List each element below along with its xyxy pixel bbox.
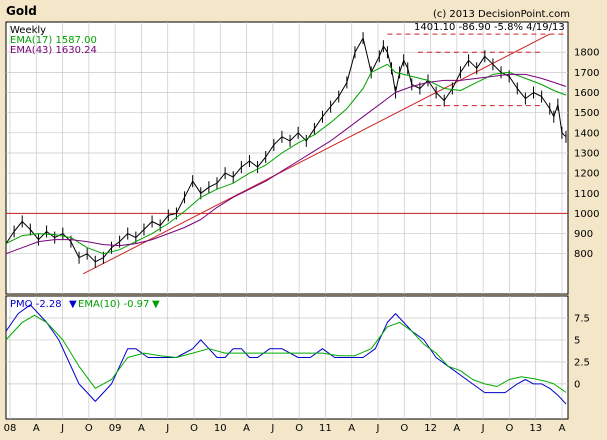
x-tick-label: O: [400, 423, 408, 434]
price-grid: [6, 22, 568, 294]
y-tick-label: 1800: [574, 48, 599, 59]
series-line-2: [5, 73, 567, 255]
y-tick-label: 800: [574, 249, 593, 260]
x-tick-label: O: [295, 423, 303, 434]
price-y-axis: 800 900 1000 1100 1200 1300 1400 1500 1600 1700 18…: [574, 48, 599, 260]
x-tick-label: A: [243, 423, 250, 434]
y-tick-label: 2.5: [574, 357, 590, 368]
x-tick-label: O: [85, 423, 93, 434]
pmo-legend: PMO -2.28: [10, 299, 62, 310]
trendline: [82, 33, 550, 275]
x-tick-label: O: [505, 423, 513, 434]
pmo-ema-down-arrow-icon: ▼: [152, 299, 160, 310]
x-tick-label: A: [348, 423, 355, 434]
x-tick-label: 13: [529, 423, 542, 434]
pmo-series-lines: [5, 304, 567, 405]
period-label: Weekly: [10, 25, 46, 36]
x-tick-label: 08: [4, 423, 17, 434]
y-tick-label: 1700: [574, 68, 599, 79]
ema17-legend: EMA(17) 1587.00: [10, 35, 97, 46]
pmo-down-arrow-icon: ▼: [69, 299, 77, 310]
price-series-lines: [5, 32, 567, 268]
quote-text: 1401.10 -86.90 -5.8% 4/19/13: [414, 22, 565, 33]
copyright-text: (c) 2013 DecisionPoint.com: [433, 9, 570, 20]
x-tick-label: J: [270, 423, 274, 434]
x-tick-label: 12: [424, 423, 437, 434]
x-tick-label: A: [559, 423, 566, 434]
ema43-legend: EMA(43) 1630.24: [10, 45, 97, 56]
y-tick-label: 900: [574, 229, 593, 240]
pmo-panel: [5, 295, 569, 420]
x-tick-label: J: [165, 423, 169, 434]
pmo-ema-legend: EMA(10) -0.97: [78, 299, 149, 310]
x-tick-label: A: [453, 423, 460, 434]
pmo-y-axis: 0 2.5 5 7.5: [574, 313, 590, 390]
series-line-0: [5, 304, 567, 405]
y-tick-label: 1500: [574, 108, 599, 119]
y-tick-label: 1600: [574, 88, 599, 99]
y-tick-label: 1000: [574, 209, 599, 220]
series-line-1: [5, 63, 567, 255]
y-tick-label: 0: [574, 379, 580, 390]
y-tick-label: 5: [574, 335, 580, 346]
y-tick-label: 1100: [574, 189, 599, 200]
x-tick-label: 11: [319, 423, 332, 434]
price-panel: [5, 21, 569, 295]
x-tick-label: O: [190, 423, 198, 434]
chart-title: Gold: [6, 4, 37, 18]
series-line-1: [5, 314, 567, 393]
x-tick-label: J: [60, 423, 64, 434]
x-tick-label: J: [376, 423, 380, 434]
y-tick-label: 1300: [574, 148, 599, 159]
y-tick-label: 7.5: [574, 313, 590, 324]
x-axis: 08 A J O 09 A J O 10 A J O 11 A J O 12 A J O 13 A: [4, 423, 566, 434]
x-tick-label: A: [138, 423, 145, 434]
y-tick-label: 1400: [574, 128, 599, 139]
x-tick-label: A: [33, 423, 40, 434]
x-tick-label: 09: [109, 423, 122, 434]
x-tick-label: 10: [214, 423, 227, 434]
x-tick-label: J: [481, 423, 485, 434]
y-tick-label: 1200: [574, 169, 599, 180]
price-trendlines: [6, 33, 568, 275]
